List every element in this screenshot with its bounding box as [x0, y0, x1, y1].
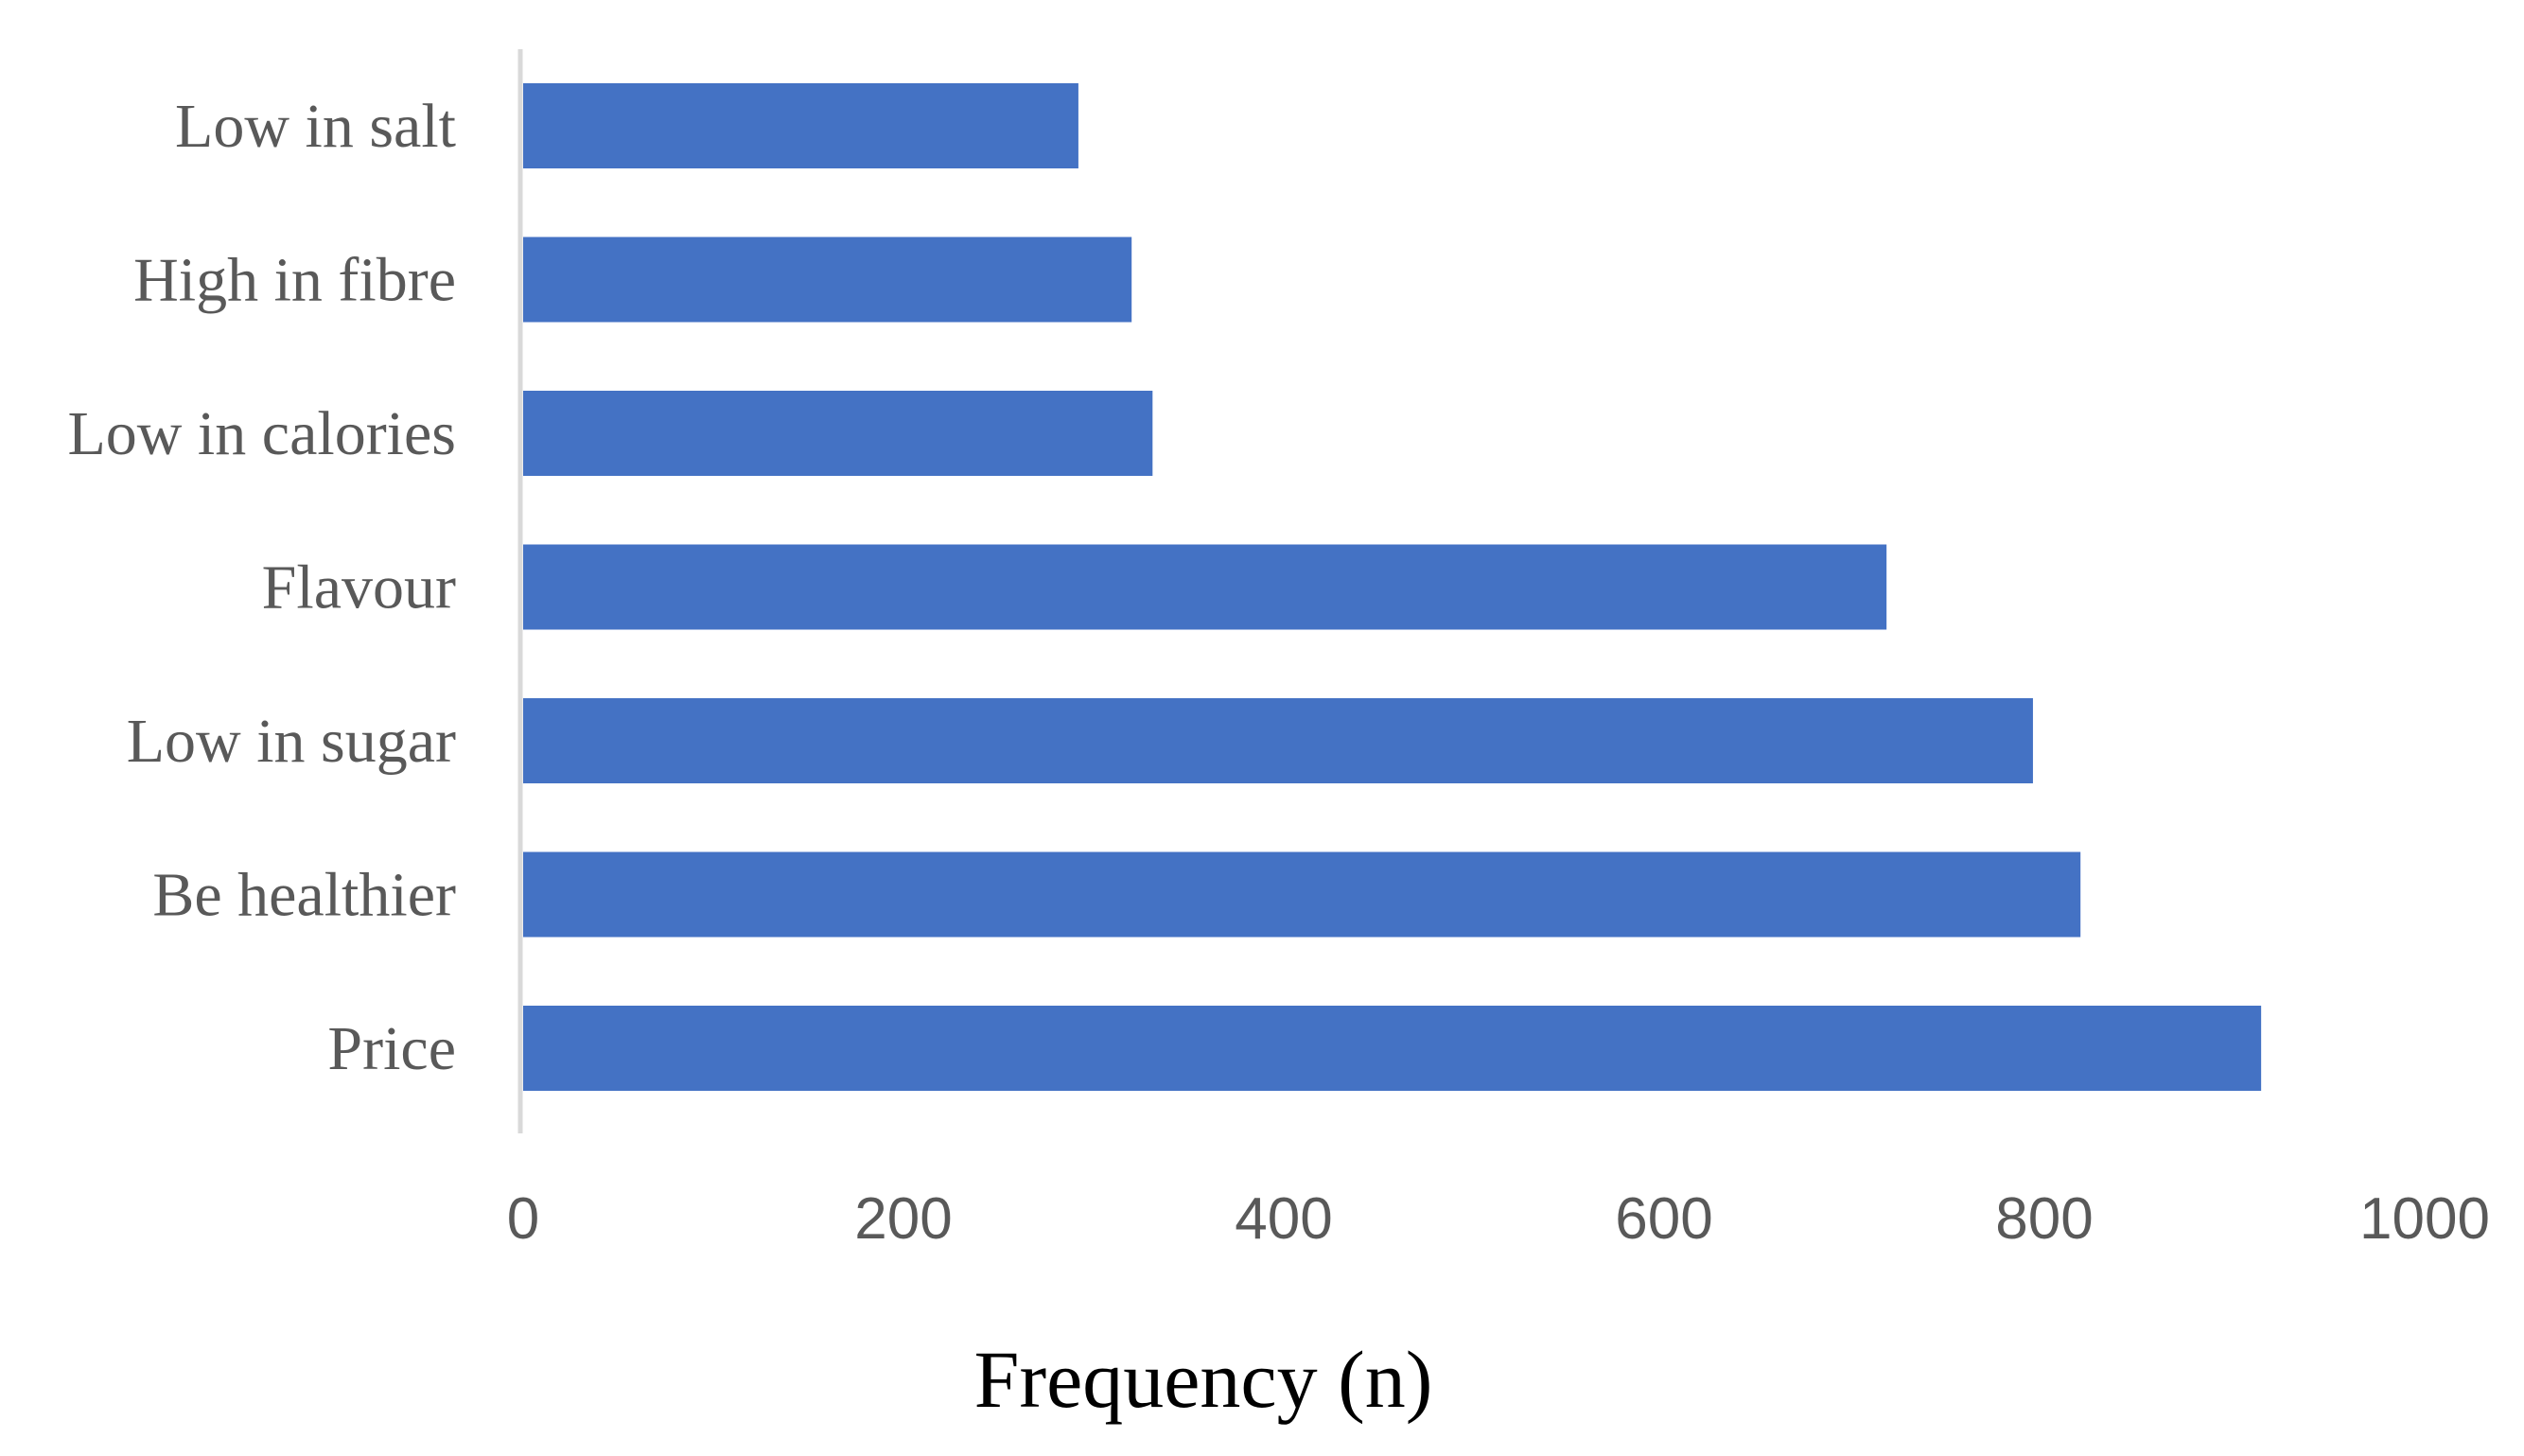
x-axis-title: Frequency (n): [974, 1334, 1433, 1425]
category-label: Be healthier: [152, 861, 456, 930]
category-labels-group: Low in salt High in fibre Low in calories F…: [67, 92, 456, 1083]
bars-group: [523, 83, 2262, 1091]
category-label: Low in sugar: [127, 707, 456, 776]
bar-low-in-salt: [523, 83, 1078, 168]
category-label: High in fibre: [133, 246, 456, 315]
x-tick-label: 200: [854, 1186, 952, 1252]
category-label: Flavour: [262, 553, 456, 623]
x-tick-label: 400: [1235, 1186, 1332, 1252]
category-label: Low in calories: [67, 399, 456, 468]
bar-flavour: [523, 544, 1887, 630]
category-label: Price: [327, 1014, 456, 1083]
bar-be-healthier: [523, 851, 2081, 938]
x-tick-label: 0: [507, 1186, 539, 1252]
x-tick-label: 600: [1615, 1186, 1712, 1252]
bar-low-in-sugar: [523, 698, 2033, 783]
bar-price: [523, 1006, 2262, 1091]
x-tick-labels-group: 0 200 400 600 800 1000: [507, 1186, 2490, 1252]
bar-low-in-calories: [523, 391, 1153, 476]
x-tick-label: 1000: [2359, 1186, 2490, 1252]
bar-high-in-fibre: [523, 237, 1132, 323]
x-tick-label: 800: [1995, 1186, 2093, 1252]
category-label: Low in salt: [175, 92, 456, 161]
